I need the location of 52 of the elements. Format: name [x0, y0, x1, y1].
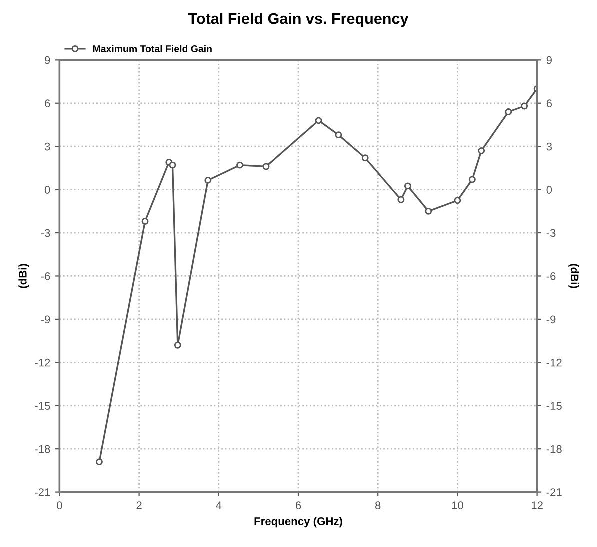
x-axis-title: Frequency (GHz) [254, 517, 342, 528]
y2-tick-label: -6 [546, 272, 556, 280]
chart-title: Total Field Gain vs. Frequency [188, 12, 409, 28]
x-tick-label: 10 [452, 502, 464, 510]
point [169, 162, 176, 169]
y-tick-label: -18 [35, 445, 50, 454]
point [142, 218, 149, 225]
point [236, 162, 244, 169]
x-tick-label: 8 [375, 502, 381, 510]
point [204, 176, 212, 184]
point [96, 458, 103, 466]
point [335, 132, 342, 139]
x-tick-label: 4 [216, 502, 222, 510]
x-tick-label: 6 [296, 502, 302, 510]
y-tick-label: 3 [44, 142, 50, 151]
y2-tick-label: 6 [546, 100, 552, 108]
y2-tick-label: -15 [546, 402, 562, 410]
y-tick-label: 9 [45, 56, 50, 64]
x-tick-label: 12 [532, 502, 543, 510]
x-tick-label: 0 [57, 502, 62, 510]
point [174, 342, 182, 349]
y2-axis-title: (dBi) [568, 264, 580, 288]
y2-tick-label: -21 [546, 488, 562, 496]
point [468, 176, 476, 184]
y2-tick-label: -3 [546, 229, 556, 238]
x-tick-label: 2 [136, 502, 142, 510]
point [398, 196, 405, 204]
y2-tick-label: 0 [546, 186, 552, 194]
y-tick-label: -6 [41, 272, 50, 280]
y2-tick-label: -18 [546, 445, 562, 454]
y-tick-label: 6 [45, 100, 50, 108]
point [362, 154, 369, 162]
point [521, 102, 528, 110]
y2-tick-label: 3 [546, 142, 552, 151]
point [454, 197, 462, 204]
y-tick-label: -12 [35, 358, 50, 367]
point [315, 117, 322, 124]
point [262, 163, 270, 170]
point [404, 182, 412, 190]
y-axis-title: (dBi) [18, 264, 30, 288]
point [505, 108, 512, 116]
point [478, 147, 486, 154]
y-tick-label: -9 [41, 316, 50, 324]
legend-label: Maximum Total Field Gain [93, 45, 212, 52]
y2-tick-label: 9 [546, 56, 552, 64]
point [425, 208, 432, 215]
y-tick-label: 0 [44, 186, 50, 194]
y2-tick-label: -12 [546, 358, 562, 367]
y2-tick-label: -9 [546, 316, 556, 324]
y-tick-label: -3 [41, 229, 50, 238]
y-tick-label: -21 [35, 488, 50, 496]
y-tick-label: -15 [35, 402, 50, 410]
